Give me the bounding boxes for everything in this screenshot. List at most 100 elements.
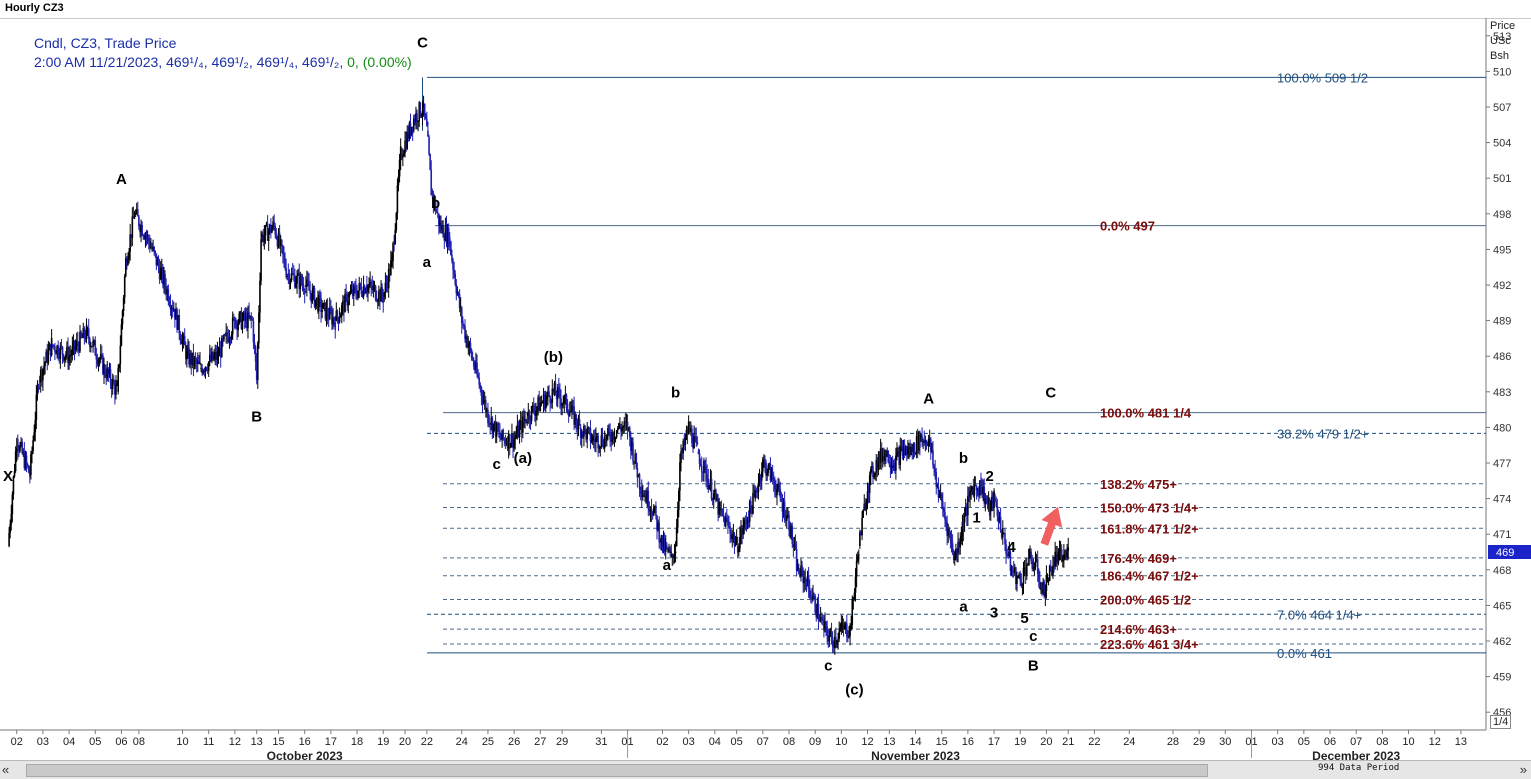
wave-label: b (959, 450, 968, 467)
fib-label: 7.0% 464 1/4+ (1277, 607, 1361, 622)
scroll-thumb[interactable] (26, 764, 1208, 777)
candle-body (394, 230, 397, 244)
fib-label: 223.6% 461 3/4+ (1100, 637, 1199, 652)
candle-body (396, 185, 399, 214)
candle-body (106, 368, 109, 379)
candle-body (518, 425, 521, 438)
candle-body (331, 312, 333, 325)
candle-body (526, 421, 529, 423)
candle-body (457, 292, 460, 295)
candle-body (862, 509, 864, 518)
candle-body (423, 103, 426, 116)
candle-body (347, 301, 350, 306)
candle-body (908, 447, 910, 451)
candle-body (416, 113, 418, 122)
candle-body (456, 292, 459, 294)
price-chart[interactable]: 4564594624654684714744774804834864894924… (0, 18, 1531, 760)
candle-body (853, 592, 856, 598)
time-tick-label: 06 (1324, 736, 1336, 748)
candle-body (343, 300, 345, 313)
candle-body (299, 275, 302, 289)
candle-body (844, 623, 847, 625)
candle-body (178, 315, 181, 334)
candle-body (13, 470, 16, 477)
candle-body (1046, 581, 1049, 583)
candle-body (273, 221, 275, 225)
candle-body (815, 605, 818, 618)
candle-body (618, 423, 620, 429)
fib-label: 200.0% 465 1/2 (1100, 592, 1191, 607)
candle-body (93, 340, 95, 342)
scale-button[interactable]: 1/4 (1490, 715, 1512, 729)
time-tick-label: 13 (883, 736, 895, 748)
candle-body (470, 349, 473, 358)
candle-body (152, 247, 154, 250)
candle-body (466, 335, 469, 348)
candle-body (598, 447, 600, 449)
candle-body (276, 238, 279, 247)
candle-body (395, 213, 398, 231)
candle-body (190, 353, 193, 365)
candle-body (1059, 549, 1062, 551)
candle-body (655, 505, 657, 516)
candle-body (511, 434, 513, 444)
candle-body (724, 517, 727, 527)
candle-body (442, 224, 445, 238)
candle-body (15, 447, 18, 452)
candle-body (133, 217, 136, 219)
candle-body (79, 332, 81, 352)
candle-body (486, 409, 488, 412)
candle-body (916, 436, 919, 451)
candle-body (204, 367, 207, 372)
candle-body (495, 423, 498, 437)
candle-body (474, 366, 476, 371)
candle-body (868, 475, 871, 493)
scroll-right-button[interactable]: » (1519, 762, 1527, 777)
candle-body (336, 310, 339, 318)
candle-body (37, 387, 40, 389)
candle-body (624, 421, 627, 423)
candle-body (38, 379, 41, 383)
candle-body (119, 345, 122, 365)
candle-body (207, 361, 210, 371)
wave-label: B (1028, 658, 1039, 675)
candle-body (326, 307, 329, 317)
candle-body (790, 525, 792, 538)
candle-body (961, 522, 964, 536)
candle-body (129, 234, 131, 252)
candle-body (1024, 567, 1027, 576)
candle-body (295, 283, 297, 288)
fib-label: 150.0% 473 1/4+ (1100, 501, 1199, 516)
candle-body (240, 311, 243, 329)
candle-body (360, 287, 363, 295)
candle-body (707, 479, 710, 490)
candle-body (278, 232, 281, 246)
candle-body (296, 275, 298, 284)
time-tick-label: 17 (988, 736, 1000, 748)
candle-body (323, 302, 326, 304)
candle-body (963, 515, 966, 523)
candle-body (140, 225, 142, 233)
time-scrollbar[interactable]: « 994 Data Period » (0, 760, 1531, 779)
candle-body (335, 310, 338, 321)
price-tick-label: 468 (1493, 565, 1511, 577)
candle-body (935, 471, 938, 487)
candle-body (754, 489, 756, 499)
candle-body (355, 287, 357, 295)
candle-body (1054, 551, 1056, 567)
candle-body (960, 535, 963, 542)
candle-body (405, 140, 407, 149)
candle-body (68, 356, 70, 363)
candle-body (786, 515, 788, 521)
scroll-left-button[interactable]: « (2, 762, 10, 777)
candle-body (964, 506, 967, 516)
candle-body (559, 389, 561, 399)
candle-body (710, 478, 713, 499)
candle-body (337, 317, 340, 323)
time-tick-label: 13 (1455, 736, 1467, 748)
candle-body (940, 493, 943, 502)
candle-body (30, 454, 32, 475)
wave-label: a (959, 598, 968, 615)
time-tick-label: 09 (809, 736, 821, 748)
fib-label: 214.6% 463+ (1100, 622, 1177, 637)
